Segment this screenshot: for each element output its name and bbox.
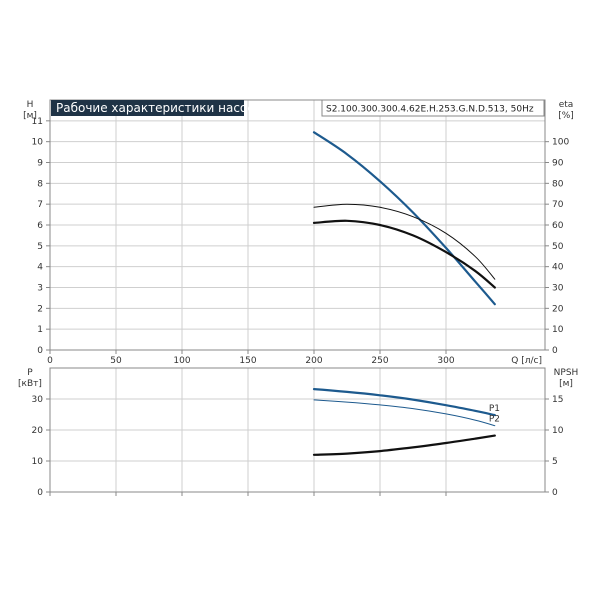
left-axis-label: P	[27, 368, 33, 378]
right-tick-label: 80	[552, 179, 564, 189]
model-label-box	[321, 99, 545, 117]
series-label-p1: P1	[489, 404, 500, 414]
series-line-p2	[313, 399, 496, 427]
right-tick-label: 20	[552, 304, 564, 314]
right-tick-label: 0	[552, 488, 558, 498]
right-axis-label: NPSH	[554, 368, 579, 378]
x-tick-label: 100	[173, 356, 190, 366]
left-tick-label: 0	[37, 346, 43, 356]
left-tick-label: 0	[37, 488, 43, 498]
series-line-left-0	[312, 131, 496, 306]
chart-header: Рабочие характеристики насоса S2.100.300…	[51, 99, 545, 117]
right-tick-label: 5	[552, 457, 558, 467]
x-tick-label: 0	[47, 356, 53, 366]
left-axis-label: [кВт]	[18, 379, 42, 389]
left-tick-label: 8	[37, 179, 43, 189]
model-label: S2.100.300.300.4.62E.H.253.G.N.D.513, 50…	[326, 105, 534, 115]
series-line-p1	[312, 388, 496, 417]
left-tick-label: 5	[37, 242, 43, 252]
chart-title: Рабочие характеристики насоса	[56, 101, 261, 115]
series-line-right-2	[312, 434, 496, 456]
right-tick-label: 40	[552, 263, 564, 273]
head-efficiency-plot: 0 1 2 3 4 5 6 7 8 9 10 11 0 10 20 30 40 50 60 70 80 90 100 0 50 1…	[23, 99, 574, 366]
x-axis-label: Q [л/с]	[511, 356, 542, 366]
right-tick-label: 70	[552, 200, 564, 210]
x-tick-label: 200	[305, 356, 322, 366]
left-tick-label: 4	[37, 263, 43, 273]
right-tick-label: 15	[552, 395, 563, 405]
left-tick-label: 7	[37, 200, 43, 210]
right-tick-label: 90	[552, 159, 564, 169]
right-axis-label: [%]	[558, 111, 574, 121]
left-tick-label: 20	[32, 426, 44, 436]
left-tick-label: 30	[32, 395, 44, 405]
left-tick-label: 11	[32, 117, 43, 127]
x-tick-label: 50	[110, 356, 122, 366]
series-line-right-2	[313, 203, 496, 280]
left-axis-label: H	[27, 100, 34, 110]
right-tick-label: 30	[552, 284, 564, 294]
left-tick-label: 1	[37, 325, 43, 335]
right-tick-label: 60	[552, 221, 564, 231]
x-tick-label: 300	[437, 356, 454, 366]
series-line-left-1	[312, 219, 496, 289]
left-axis-label: [м]	[23, 111, 37, 121]
left-tick-label: 10	[32, 457, 44, 467]
right-axis-label: [м]	[559, 379, 573, 389]
right-tick-label: 10	[552, 426, 564, 436]
x-tick-label: 250	[371, 356, 388, 366]
right-tick-label: 50	[552, 242, 564, 252]
title-banner	[51, 100, 244, 116]
left-tick-label: 9	[37, 159, 43, 169]
series-label-p2: P2	[489, 415, 500, 425]
left-tick-label: 2	[37, 304, 43, 314]
left-tick-label: 3	[37, 284, 43, 294]
left-tick-label: 6	[37, 221, 43, 231]
left-tick-label: 10	[32, 138, 44, 148]
right-axis-label: eta	[559, 100, 574, 110]
right-tick-label: 0	[552, 346, 558, 356]
x-tick-label: 150	[239, 356, 256, 366]
right-tick-label: 100	[552, 138, 569, 148]
right-tick-label: 10	[552, 325, 564, 335]
